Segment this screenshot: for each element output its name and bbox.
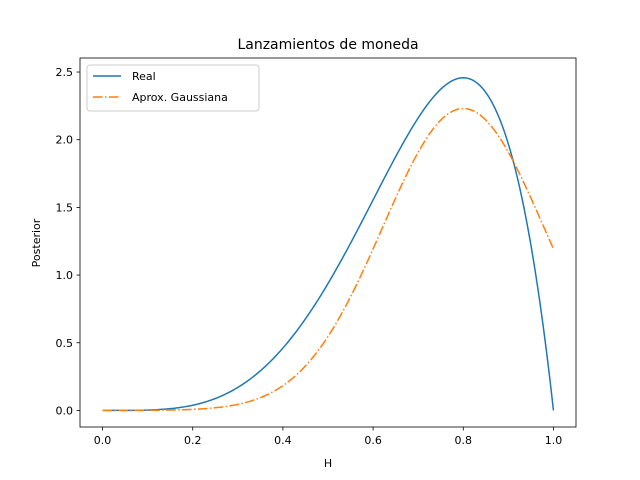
x-axis: 0.0 0.2 0.4 0.6 0.8 1.0 bbox=[94, 427, 562, 447]
y-tick-label: 0.5 bbox=[56, 337, 74, 350]
series-line-real bbox=[102, 77, 555, 412]
x-tick-label: 0.8 bbox=[455, 434, 473, 447]
y-tick-label: 2.0 bbox=[56, 134, 74, 147]
x-tick-label: 0.6 bbox=[364, 434, 382, 447]
y-tick-label: 2.5 bbox=[56, 66, 74, 79]
y-tick-label: 0.0 bbox=[56, 404, 74, 417]
y-axis-label: Posterior bbox=[30, 218, 43, 267]
legend-label: Real bbox=[132, 70, 156, 83]
legend-box bbox=[86, 64, 260, 112]
x-axis-label: H bbox=[324, 457, 332, 470]
y-tick-label: 1.5 bbox=[56, 201, 74, 214]
x-tick-label: 1.0 bbox=[545, 434, 563, 447]
legend: Real Aprox. Gaussiana bbox=[86, 64, 260, 112]
chart-title: Lanzamientos de moneda bbox=[237, 37, 418, 53]
legend-label: Aprox. Gaussiana bbox=[132, 91, 228, 104]
x-tick-label: 0.4 bbox=[274, 434, 292, 447]
x-tick-label: 0.0 bbox=[94, 434, 112, 447]
y-tick-label: 1.0 bbox=[56, 269, 74, 282]
axes-frame bbox=[79, 57, 577, 428]
x-tick-label: 0.2 bbox=[184, 434, 202, 447]
series-line-gaussian-approx bbox=[102, 107, 555, 412]
plot-area bbox=[102, 77, 555, 412]
y-axis: 0.0 0.5 1.0 1.5 2.0 2.5 bbox=[56, 66, 80, 417]
